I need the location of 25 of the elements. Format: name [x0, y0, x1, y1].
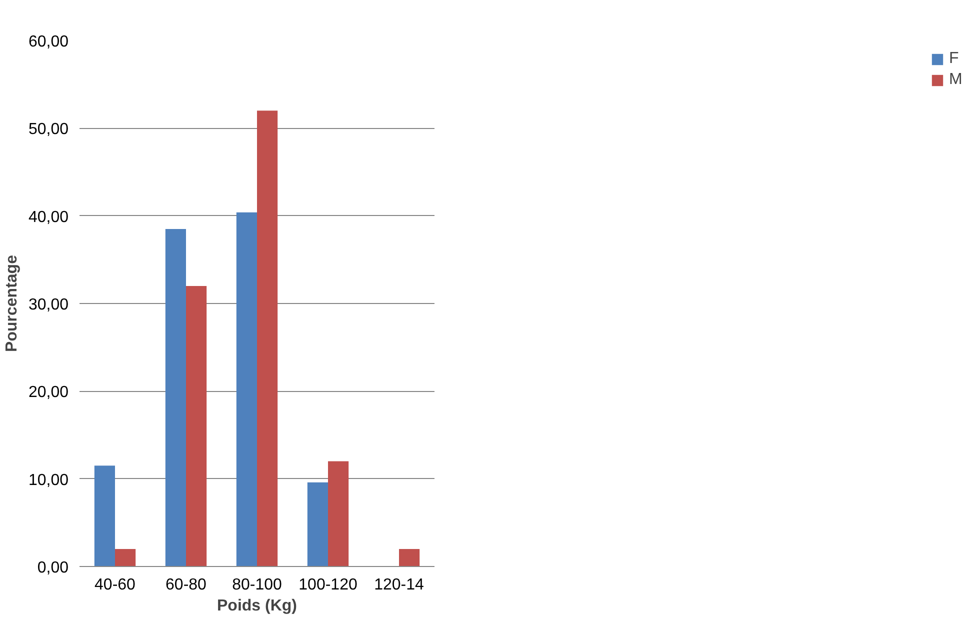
- y-tick-label: 40,00: [28, 208, 69, 226]
- y-tick-label: 0,00: [37, 560, 69, 576]
- bar: [94, 466, 115, 566]
- x-tick-label: 120-14: [374, 576, 424, 594]
- x-axis-title: Poids (Kg): [217, 598, 298, 614]
- bar: [328, 461, 349, 566]
- x-tick-label: 40-60: [94, 576, 136, 594]
- x-tick-label: 100-120: [298, 576, 358, 594]
- y-tick-label: 60,00: [28, 34, 69, 50]
- legend-label: M: [949, 71, 964, 89]
- y-tick-label: 10,00: [28, 472, 69, 489]
- y-tick-label: 50,00: [28, 121, 69, 138]
- y-axis-title: Pourcentage: [3, 254, 20, 352]
- bar: [307, 482, 328, 566]
- bar: [236, 212, 257, 566]
- y-tick-label: 20,00: [28, 384, 69, 402]
- bar: [115, 548, 136, 566]
- bar: [399, 548, 420, 566]
- y-tick-label: 30,00: [28, 296, 69, 314]
- bar: [257, 110, 278, 566]
- x-tick-label: 60-80: [166, 576, 207, 594]
- legend-label: F: [949, 50, 960, 68]
- bar: [165, 228, 186, 566]
- x-tick-label: 80-100: [232, 576, 282, 594]
- bar: [186, 286, 207, 566]
